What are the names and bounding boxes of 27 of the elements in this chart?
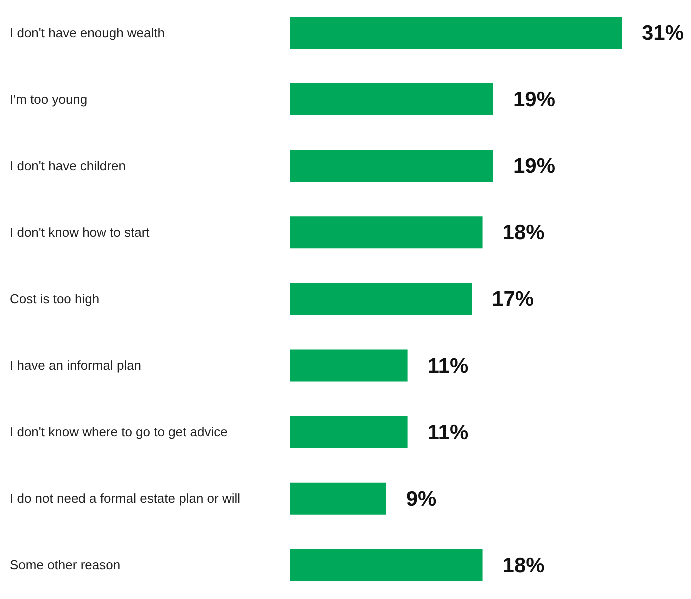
data-label: 17% (492, 288, 534, 312)
data-label: 19% (513, 88, 556, 112)
y-tick-label: I don't have enough wealth (10, 25, 165, 40)
data-label: 18% (502, 554, 546, 578)
data-label: 11% (428, 421, 470, 444)
bar (290, 216, 483, 249)
bar (290, 482, 386, 515)
bar (290, 84, 494, 116)
bar (290, 17, 622, 49)
data-label: 11% (428, 354, 470, 378)
data-label: 19% (513, 155, 556, 178)
bar (290, 416, 408, 448)
data-label: 9% (406, 488, 438, 511)
y-tick-label: Some other reason (10, 558, 121, 573)
data-label: 31% (642, 22, 684, 45)
bar (290, 350, 408, 382)
y-tick-label: I don't know how to start (10, 224, 150, 240)
y-tick-label: I do not need a formal estate plan or will (10, 491, 241, 506)
data-label: 18% (502, 222, 546, 245)
bar (290, 283, 472, 316)
y-tick-label: Cost is too high (10, 292, 100, 306)
bar (290, 549, 483, 582)
y-tick-label: I have an informal plan (10, 358, 142, 374)
y-tick-label: I'm too young (10, 92, 88, 107)
bar (290, 150, 494, 182)
y-tick-label: I don't have children (10, 158, 126, 174)
y-tick-label: I don't know where to go to get advice (10, 424, 228, 440)
